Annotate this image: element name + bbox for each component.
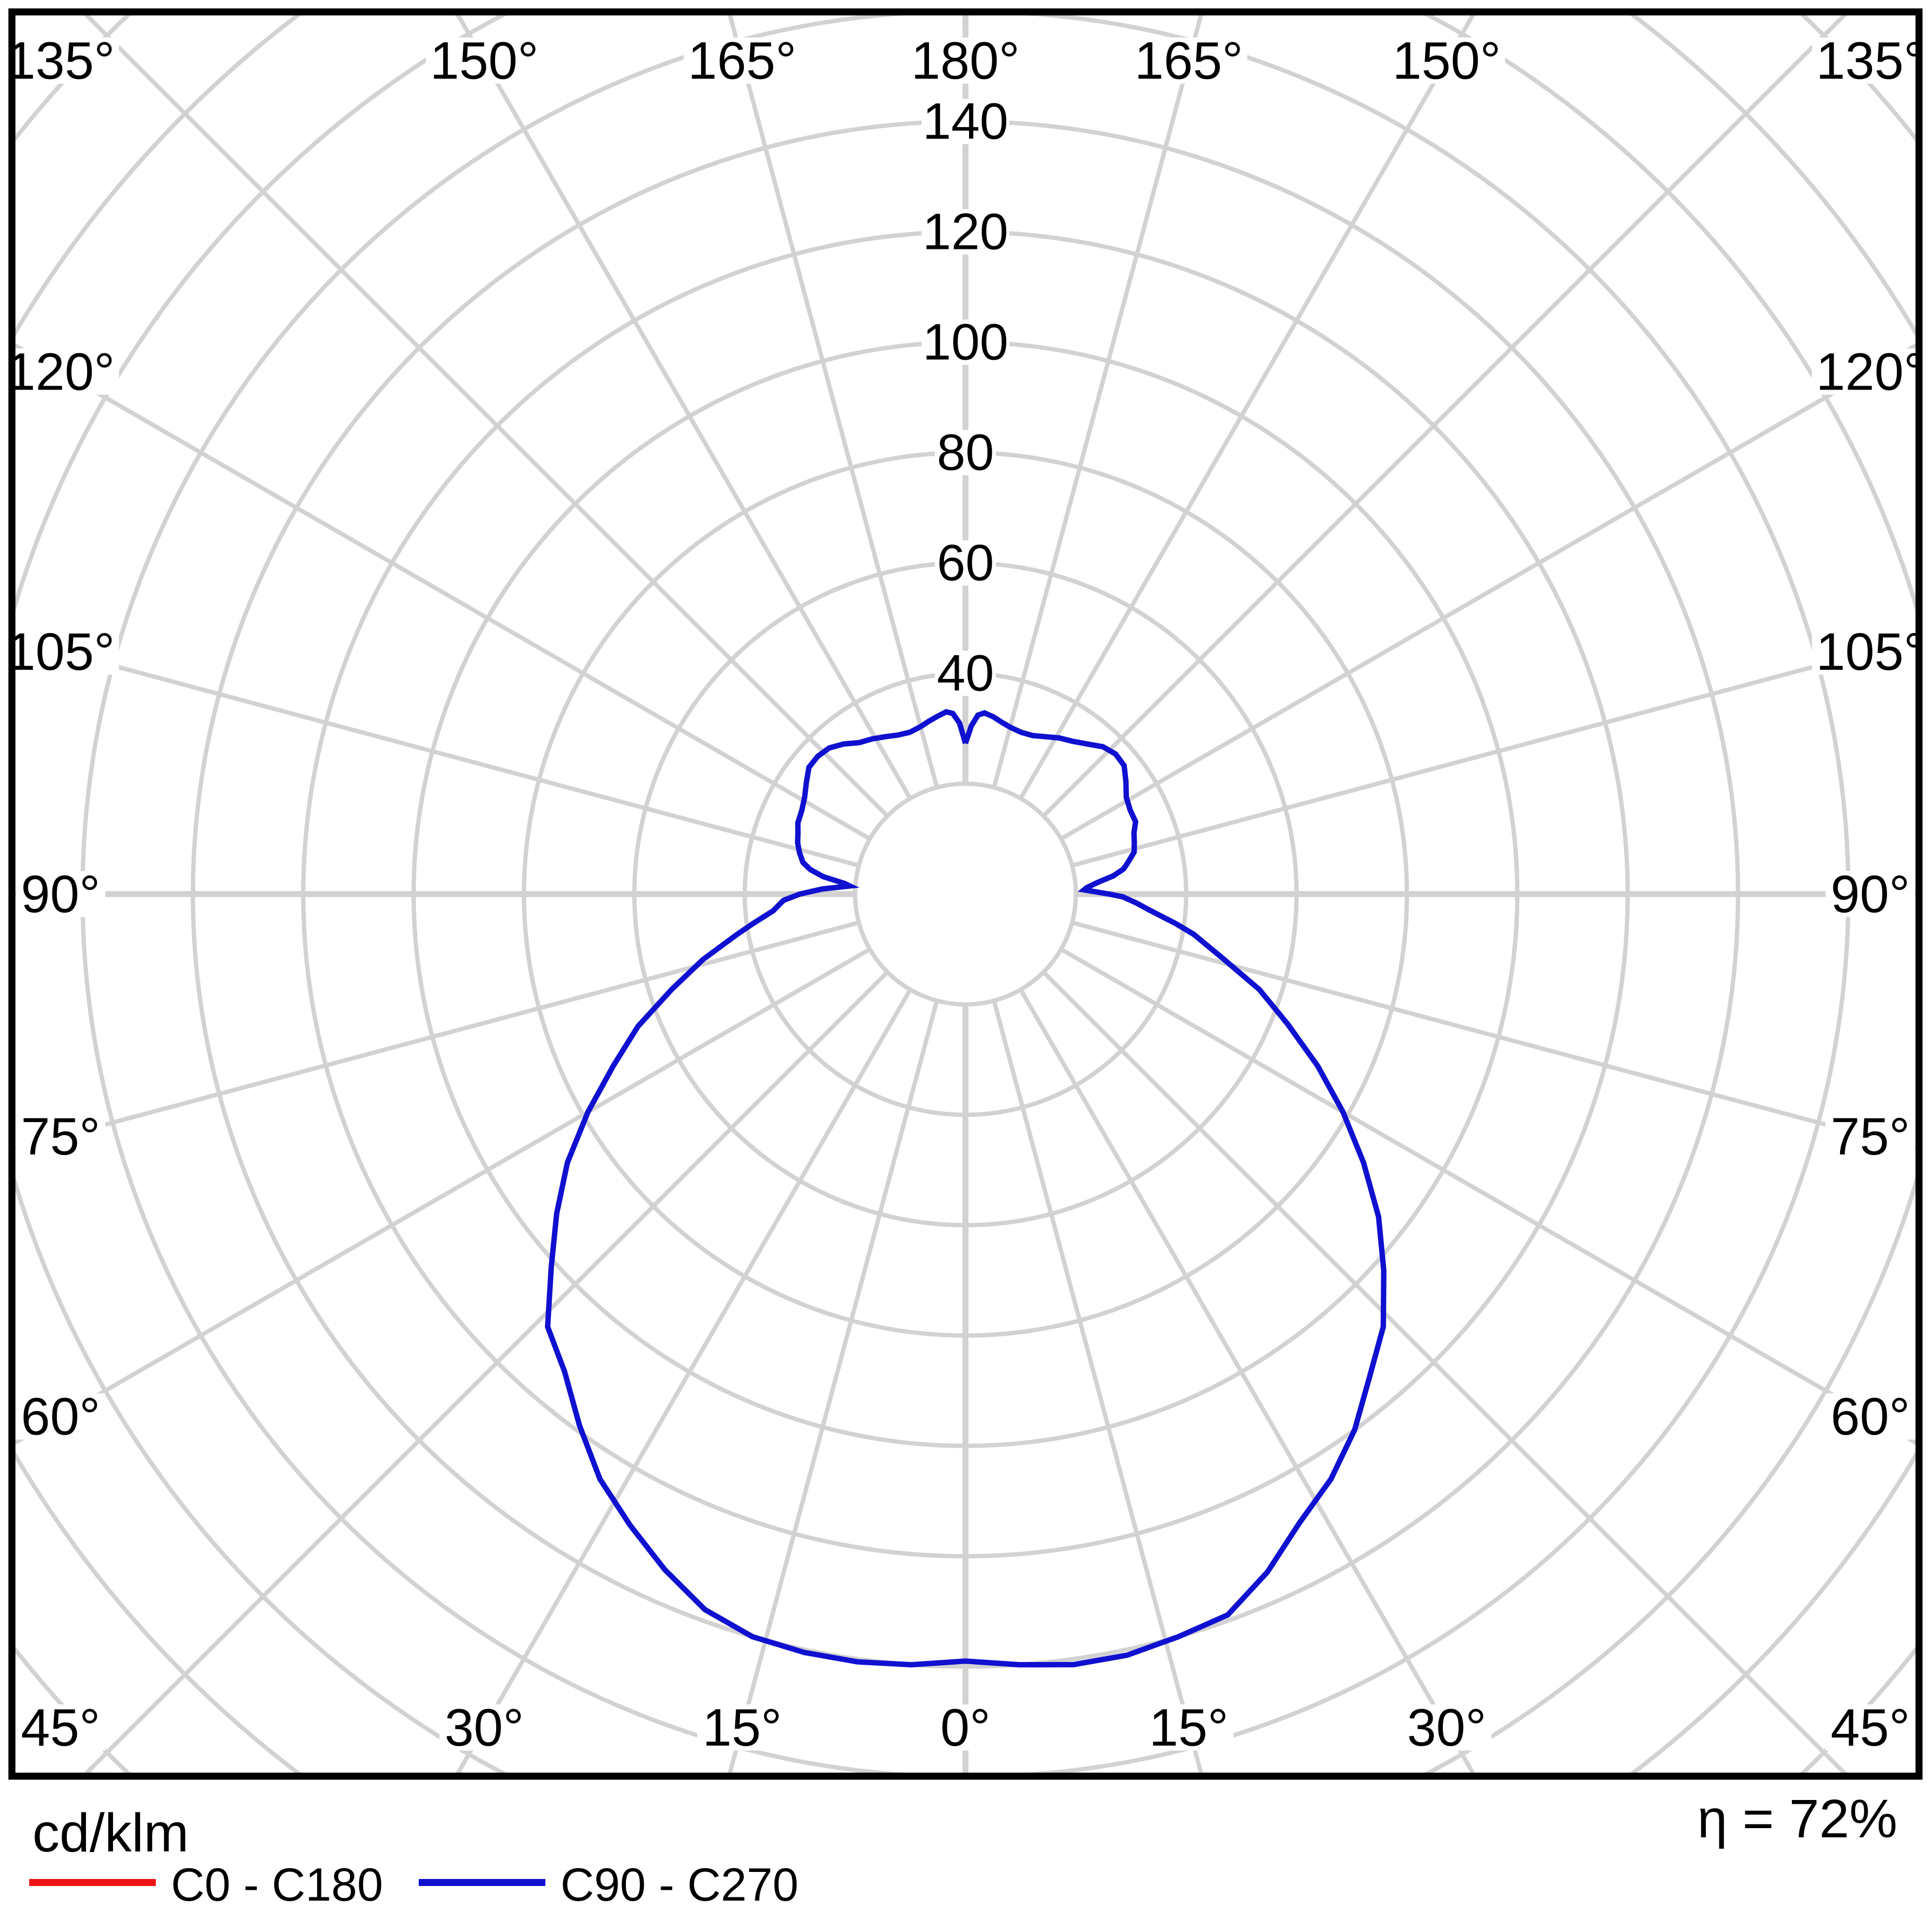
angle-label-180-halo [907, 37, 1024, 84]
efficiency-label: η = 72% [1697, 1789, 1897, 1849]
angle-label-75-right-halo [1825, 1113, 1915, 1160]
grid-spoke-45 [1041, 970, 1851, 1776]
angle-label-45-right: 45° [1831, 1698, 1910, 1757]
angle-label-150-right: 150° [1393, 31, 1501, 90]
angle-label-15-left: 15° [702, 1698, 782, 1757]
plot-border [8, 8, 1923, 1780]
angle-label-165-left-halo [683, 37, 801, 84]
angle-label-60-left: 60° [21, 1387, 101, 1446]
radial-label-100: 100 [922, 314, 1008, 371]
angle-label-30-left: 30° [445, 1698, 524, 1757]
radial-label-120: 120 [922, 203, 1008, 261]
grid-spoke-105 [1071, 636, 1919, 868]
radial-label-120-halo [921, 209, 1010, 255]
angle-label-135-left-halo [2, 37, 119, 84]
angle-label-165-right-halo [1130, 37, 1248, 84]
angle-label-90-right-halo [1825, 871, 1915, 918]
angle-label-135-left: 135° [6, 31, 115, 90]
grid-spoke-195 [727, 12, 939, 788]
angle-label-165-right: 165° [1135, 31, 1243, 90]
angle-label-135-right: 135° [1816, 31, 1925, 90]
grid-spoke-255 [12, 636, 860, 868]
radial-label-40: 40 [937, 645, 994, 702]
grid-spoke-240 [12, 341, 871, 841]
angle-label-90-right: 90° [1831, 865, 1910, 924]
angle-label-45-right-halo [1825, 1704, 1915, 1751]
radial-label-60: 60 [937, 535, 994, 592]
angle-label-120-right: 120° [1816, 342, 1925, 401]
grid-spoke-165 [992, 12, 1204, 788]
grid-spoke-315 [80, 970, 889, 1776]
radial-label-40-halo [935, 650, 996, 696]
radial-label-80: 80 [937, 424, 994, 482]
angle-label-30-right: 30° [1407, 1698, 1487, 1757]
angle-label-105-right-halo [1812, 628, 1929, 675]
grid-spoke-225 [80, 12, 889, 818]
angle-label-45-left: 45° [21, 1698, 101, 1757]
grid-spoke-210 [453, 12, 912, 800]
angle-label-45-left-halo [16, 1704, 105, 1751]
grid-spoke-285 [12, 920, 860, 1152]
angle-label-15-right: 15° [1149, 1698, 1229, 1757]
angle-label-105-left-halo [2, 628, 119, 675]
angle-label-150-left: 150° [430, 31, 539, 90]
grid-spoke-300 [12, 947, 871, 1447]
angle-label-75-left: 75° [21, 1107, 101, 1166]
legend-swatch-c90-c270 [419, 1879, 545, 1886]
angle-label-75-left-halo [16, 1113, 105, 1160]
legend-label-c0-c180: C0 - C180 [171, 1859, 383, 1911]
radial-label-80-halo [935, 430, 996, 476]
grid-spoke-60 [1060, 947, 1919, 1447]
angle-label-150-right-halo [1388, 37, 1505, 84]
angle-label-150-left-halo [426, 37, 543, 84]
angle-label-60-right-halo [1825, 1393, 1915, 1440]
radial-label-140-halo [921, 98, 1010, 144]
grid-spoke-120 [1060, 341, 1919, 841]
grid-spoke-15 [992, 1000, 1204, 1776]
unit-label: cd/klm [32, 1803, 189, 1863]
angle-label-30-left-halo [439, 1704, 529, 1751]
angle-label-135-right-halo [1812, 37, 1929, 84]
legend-label-c90-c270: C90 - C270 [561, 1859, 799, 1911]
angle-label-120-right-halo [1812, 348, 1929, 395]
angle-label-15-right-halo [1144, 1704, 1234, 1751]
curve-c90-c270 [545, 709, 1387, 1668]
radial-label-140: 140 [922, 93, 1008, 150]
angle-label-180: 180° [911, 31, 1020, 90]
angle-label-90-left: 90° [21, 865, 101, 924]
angle-label-0-halo [934, 1704, 997, 1751]
radial-label-60-halo [935, 540, 996, 586]
radial-label-100-halo [921, 319, 1010, 365]
angle-label-120-left-halo [2, 348, 119, 395]
grid-spoke-330 [453, 988, 912, 1776]
angle-label-120-left: 120° [6, 342, 115, 401]
angle-label-75-right: 75° [1831, 1107, 1910, 1166]
grid-spoke-75 [1071, 920, 1919, 1152]
angle-label-60-right: 60° [1831, 1387, 1910, 1446]
angle-label-105-left: 105° [6, 622, 115, 681]
angle-label-15-left-halo [697, 1704, 787, 1751]
grid-spoke-345 [727, 1000, 939, 1776]
grid-spoke-135 [1041, 12, 1851, 818]
grid-spoke-150 [1019, 12, 1478, 800]
angle-label-30-right-halo [1402, 1704, 1492, 1751]
grid-spoke-30 [1019, 988, 1478, 1776]
legend-swatch-c0-c180 [29, 1879, 156, 1886]
angle-label-105-right: 105° [1816, 622, 1925, 681]
angle-label-60-left-halo [16, 1393, 105, 1440]
angle-label-0: 0° [940, 1698, 991, 1757]
angle-label-90-left-halo [16, 871, 105, 918]
angle-label-165-left: 165° [688, 31, 796, 90]
